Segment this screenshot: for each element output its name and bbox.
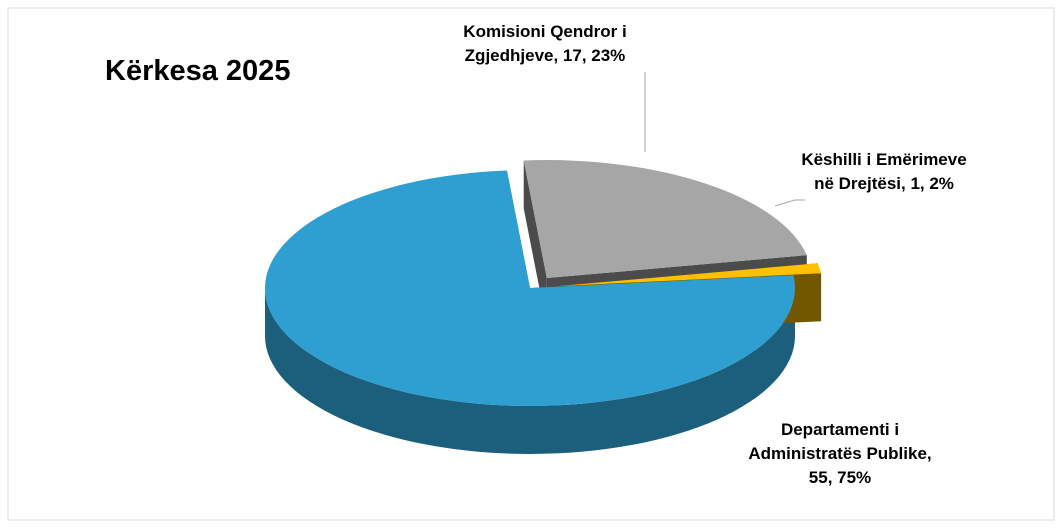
chart-title: Kërkesa 2025	[105, 55, 291, 87]
pie-slice	[265, 170, 795, 406]
slice-side	[265, 288, 795, 454]
data-label: Komisioni Qendror i Zgjedhjeve, 17, 23%	[463, 22, 627, 65]
data-label: Këshilli i Emërimeve në Drejtësi, 1, 2%	[801, 150, 967, 193]
pie-slice	[523, 160, 807, 279]
data-label: Departamenti i Administratës Publike, 55…	[748, 420, 932, 487]
chart-border	[7, 7, 1055, 521]
pie	[265, 160, 822, 454]
pie-slice	[557, 263, 822, 287]
leader-line	[774, 199, 805, 207]
slice-side	[523, 160, 547, 327]
